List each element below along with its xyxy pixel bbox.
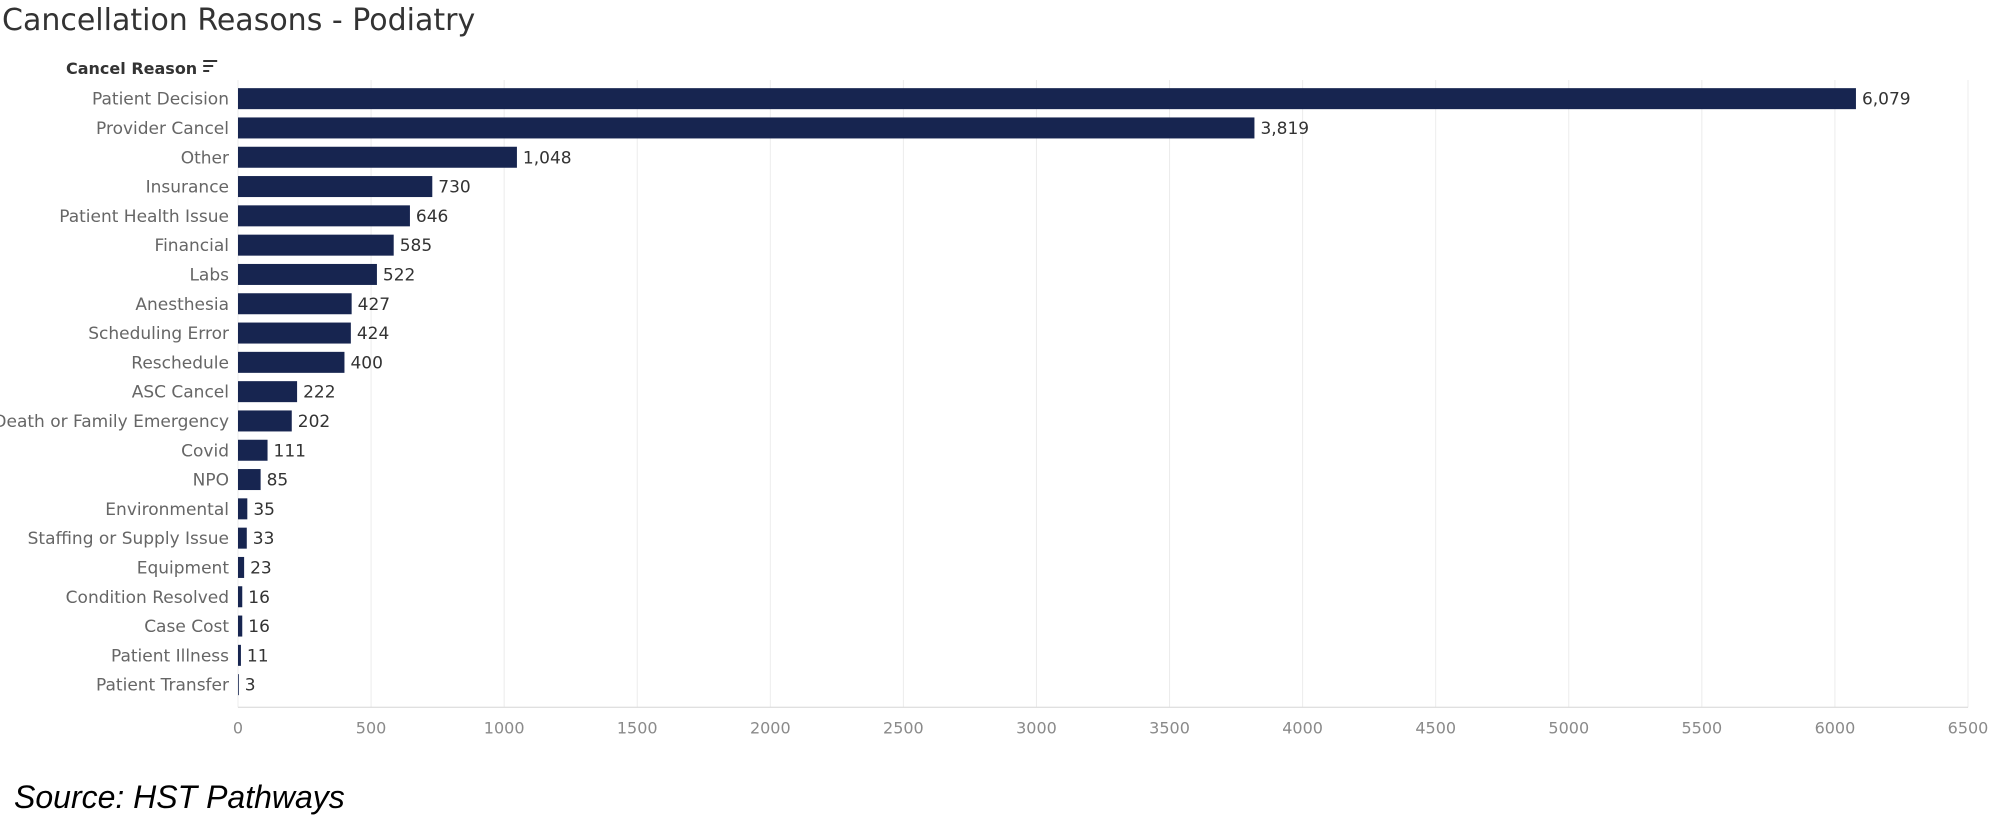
value-label: 11 <box>247 646 269 666</box>
value-label: 202 <box>298 412 330 432</box>
category-label: Death or Family Emergency <box>0 412 229 432</box>
category-label: Financial <box>155 236 229 256</box>
bar[interactable] <box>238 234 394 256</box>
x-tick-label: 4500 <box>1415 718 1456 737</box>
x-tick-label: 1000 <box>484 718 525 737</box>
x-tick-label: 500 <box>356 718 387 737</box>
category-label: Provider Cancel <box>96 119 229 139</box>
category-label: Anesthesia <box>135 295 229 315</box>
category-label: Labs <box>189 265 229 285</box>
category-label: Staffing or Supply Issue <box>28 529 229 549</box>
value-label: 3,819 <box>1260 119 1309 139</box>
value-label: 400 <box>350 353 382 373</box>
sort-descending-icon[interactable] <box>203 60 218 72</box>
value-label: 16 <box>248 588 270 608</box>
x-tick-label: 2000 <box>750 718 791 737</box>
category-label: Insurance <box>146 178 229 198</box>
x-tick-label: 5000 <box>1548 718 1589 737</box>
category-label: Scheduling Error <box>88 324 229 344</box>
value-label: 427 <box>358 295 390 315</box>
x-tick-label: 6000 <box>1815 718 1856 737</box>
bar[interactable] <box>238 410 292 432</box>
bar[interactable] <box>238 556 245 578</box>
bar[interactable] <box>238 351 345 373</box>
category-label: Patient Transfer <box>96 676 229 696</box>
value-label: 111 <box>274 441 306 461</box>
x-tick-label: 4000 <box>1282 718 1323 737</box>
bar[interactable] <box>238 205 410 227</box>
category-label: Patient Decision <box>92 90 229 110</box>
bar[interactable] <box>238 322 351 344</box>
x-tick-label: 5500 <box>1681 718 1722 737</box>
chart-title: Cancellation Reasons - Podiatry <box>2 3 475 38</box>
x-tick-label: 3000 <box>1016 718 1057 737</box>
bar[interactable] <box>238 176 433 198</box>
value-label: 424 <box>357 324 389 344</box>
bar[interactable] <box>238 498 248 520</box>
bar[interactable] <box>238 527 247 549</box>
value-label: 585 <box>400 236 432 256</box>
source-note: Source: HST Pathways <box>14 779 345 815</box>
bar[interactable] <box>238 644 241 666</box>
category-label: Patient Illness <box>111 646 229 666</box>
category-label: Case Cost <box>144 617 229 637</box>
x-axis-tick-labels: 0 500 1000 1500 2000 2500 3000 3500 4000 4500 5000… <box>233 718 1988 737</box>
value-label: 222 <box>303 383 335 403</box>
value-label: 23 <box>250 558 272 578</box>
value-labels: 6,079 3,819 1,048 730 646 585 522 427 424 400 222 2… <box>245 90 1911 696</box>
bar[interactable] <box>238 674 239 696</box>
value-label: 85 <box>267 471 289 491</box>
x-tick-label: 1500 <box>617 718 658 737</box>
x-tick-label: 3500 <box>1149 718 1190 737</box>
value-label: 730 <box>438 178 470 198</box>
bar[interactable] <box>238 146 517 168</box>
category-label: Other <box>181 148 229 168</box>
category-labels: Patient Decision Provider Cancel Other Insu… <box>0 90 229 696</box>
category-label: ASC Cancel <box>132 383 229 403</box>
category-label: NPO <box>193 471 229 491</box>
x-tick-label: 0 <box>233 718 243 737</box>
bar[interactable] <box>238 263 377 285</box>
value-label: 1,048 <box>523 148 572 168</box>
value-label: 646 <box>416 207 448 227</box>
bar[interactable] <box>238 381 298 403</box>
x-gridlines <box>237 80 1969 708</box>
bar[interactable] <box>238 439 268 461</box>
bar[interactable] <box>238 88 1856 110</box>
category-header[interactable]: Cancel Reason <box>66 59 197 78</box>
category-label: Condition Resolved <box>66 588 229 608</box>
category-label: Reschedule <box>131 353 229 373</box>
category-label: Patient Health Issue <box>59 207 229 227</box>
value-label: 6,079 <box>1862 90 1911 110</box>
value-label: 16 <box>248 617 270 637</box>
bar[interactable] <box>238 469 261 491</box>
category-label: Covid <box>181 441 229 461</box>
bar[interactable] <box>238 293 352 315</box>
x-tick-label: 2500 <box>883 718 924 737</box>
bars <box>238 88 1856 696</box>
value-label: 33 <box>253 529 275 549</box>
value-label: 35 <box>253 500 275 520</box>
category-label: Equipment <box>137 558 230 578</box>
x-tick-label: 6500 <box>1948 718 1989 737</box>
bar[interactable] <box>238 586 243 608</box>
value-label: 3 <box>245 676 256 696</box>
value-label: 522 <box>383 265 415 285</box>
bar[interactable] <box>238 615 243 637</box>
category-label: Environmental <box>105 500 229 520</box>
bar[interactable] <box>238 117 1255 139</box>
